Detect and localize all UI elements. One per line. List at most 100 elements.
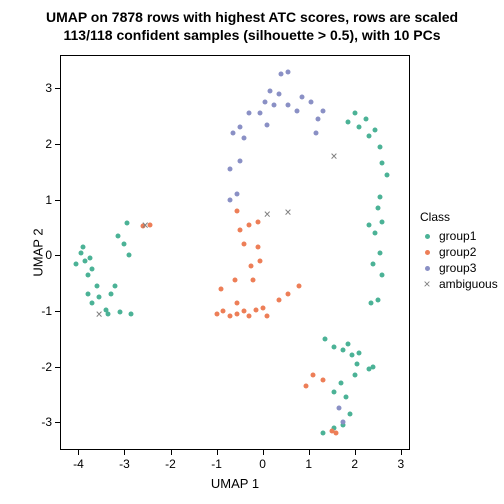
- data-point: [380, 161, 385, 166]
- data-point: [256, 219, 261, 224]
- data-point: [348, 411, 353, 416]
- y-tick: [55, 311, 60, 312]
- data-point: [299, 94, 304, 99]
- legend-label: group1: [439, 229, 476, 243]
- x-tick: [401, 450, 402, 455]
- data-point: [357, 125, 362, 130]
- x-tick-label: 2: [351, 457, 358, 471]
- data-point: [237, 228, 242, 233]
- data-point: [78, 250, 83, 255]
- data-point: [364, 116, 369, 121]
- data-point: [108, 292, 113, 297]
- x-tick-label: 3: [397, 457, 404, 471]
- data-point: [117, 310, 122, 315]
- y-tick-label: -1: [32, 304, 52, 318]
- umap-scatter-chart: UMAP on 7878 rows with highest ATC score…: [0, 0, 504, 504]
- data-point: [355, 361, 360, 366]
- data-point: [233, 278, 238, 283]
- data-point: [260, 306, 265, 311]
- x-tick: [124, 450, 125, 455]
- y-axis-label: UMAP 2: [31, 222, 46, 282]
- data-point-ambiguous: ×: [330, 150, 337, 162]
- data-point: [258, 111, 263, 116]
- data-point: [242, 242, 247, 247]
- data-point: [242, 136, 247, 141]
- y-tick-label: 2: [32, 137, 52, 151]
- data-point: [311, 372, 316, 377]
- data-point: [373, 231, 378, 236]
- data-point: [122, 242, 127, 247]
- legend-item: group1: [420, 228, 498, 244]
- y-tick-label: 3: [32, 81, 52, 95]
- title-line-1: UMAP on 7878 rows with highest ATC score…: [46, 9, 458, 25]
- data-point: [378, 250, 383, 255]
- data-point: [267, 89, 272, 94]
- data-point: [246, 314, 251, 319]
- data-point: [235, 300, 240, 305]
- x-tick-label: 0: [259, 457, 266, 471]
- data-point: [246, 111, 251, 116]
- data-point: [308, 100, 313, 105]
- x-tick: [171, 450, 172, 455]
- data-point: [366, 222, 371, 227]
- data-point: [115, 233, 120, 238]
- data-point: [368, 300, 373, 305]
- data-point: [297, 283, 302, 288]
- legend-items: group1group2group3×ambiguous: [420, 228, 498, 292]
- legend-item: ×ambiguous: [420, 276, 498, 292]
- data-point: [352, 111, 357, 116]
- data-point: [256, 244, 261, 249]
- data-point: [106, 311, 111, 316]
- data-point: [352, 372, 357, 377]
- title-line-2: 113/118 confident samples (silhouette > …: [64, 27, 441, 43]
- data-point: [127, 253, 132, 258]
- data-point: [97, 295, 102, 300]
- data-point: [313, 130, 318, 135]
- data-point: [90, 267, 95, 272]
- data-point: [219, 286, 224, 291]
- data-point: [384, 172, 389, 177]
- data-point: [113, 283, 118, 288]
- data-point: [315, 116, 320, 121]
- data-point-ambiguous: ×: [142, 219, 149, 231]
- data-point: [345, 342, 350, 347]
- data-point: [276, 91, 281, 96]
- legend-item: group2: [420, 244, 498, 260]
- data-point: [332, 389, 337, 394]
- data-point: [276, 297, 281, 302]
- y-tick-label: -3: [32, 415, 52, 429]
- data-point: [371, 261, 376, 266]
- y-tick-label: 1: [32, 193, 52, 207]
- legend-title: Class: [420, 210, 498, 224]
- data-point: [262, 100, 267, 105]
- x-tick-label: -1: [211, 457, 222, 471]
- data-point: [237, 125, 242, 130]
- data-point: [345, 119, 350, 124]
- data-point: [221, 308, 226, 313]
- data-point: [295, 108, 300, 113]
- data-point: [366, 133, 371, 138]
- data-point: [85, 272, 90, 277]
- chart-title: UMAP on 7878 rows with highest ATC score…: [0, 8, 504, 44]
- data-point: [341, 347, 346, 352]
- data-point: [279, 72, 284, 77]
- data-point: [320, 431, 325, 436]
- data-point: [251, 278, 256, 283]
- data-point: [373, 128, 378, 133]
- legend-swatch: [420, 229, 434, 243]
- data-point: [228, 197, 233, 202]
- data-point: [320, 108, 325, 113]
- plot-area: [60, 55, 410, 450]
- data-point-ambiguous: ×: [96, 308, 103, 320]
- data-point: [94, 283, 99, 288]
- legend-label: group2: [439, 245, 476, 259]
- data-point: [375, 205, 380, 210]
- x-axis-label: UMAP 1: [60, 476, 410, 491]
- data-point: [87, 256, 92, 261]
- data-point: [253, 307, 258, 312]
- data-point: [380, 272, 385, 277]
- legend-label: ambiguous: [439, 277, 498, 291]
- data-point: [285, 69, 290, 74]
- x-tick-label: -2: [165, 457, 176, 471]
- y-tick: [55, 200, 60, 201]
